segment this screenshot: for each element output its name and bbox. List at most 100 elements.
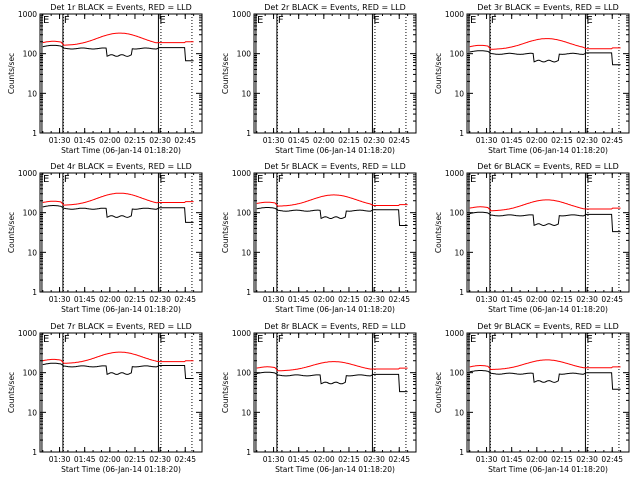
panel-title: Det 5r BLACK = Events, RED = LLD <box>264 162 406 171</box>
x-tick-label: 02:15 <box>551 295 573 304</box>
x-tick-label: 02:45 <box>388 295 410 304</box>
marker-label: E <box>159 174 165 185</box>
y-tick-label: 100 <box>450 50 465 59</box>
x-tick-label: 01:45 <box>501 295 523 304</box>
panel-det-4: Det 4r BLACK = Events, RED = LLD 1 10 100 10… <box>7 162 203 314</box>
marker-label: E <box>586 15 592 26</box>
y-tick-label: 10 <box>241 408 251 417</box>
x-tick-label: 02:30 <box>363 455 385 464</box>
marker-label: F <box>278 174 284 185</box>
y-axis-label: Counts/sec <box>7 212 16 253</box>
lld-series-line <box>42 192 194 206</box>
y-axis-label: Counts/sec <box>434 372 443 413</box>
y-axis-label: Counts/sec <box>221 53 230 94</box>
y-tick-label: 1000 <box>445 10 464 19</box>
y-axis-label: Counts/sec <box>434 53 443 94</box>
x-tick-label: 02:00 <box>526 295 548 304</box>
x-tick-label: 01:30 <box>476 136 498 145</box>
panel-det-9: Det 9r BLACK = Events, RED = LLD 1 10 100 10… <box>434 322 630 474</box>
marker-label: E <box>373 15 379 26</box>
marker-label: E <box>470 15 476 26</box>
x-axis-label: Start Time (06-Jan-14 01:18:20) <box>488 305 608 314</box>
panel-title: Det 6r BLACK = Events, RED = LLD <box>477 162 619 171</box>
x-tick-label: 01:30 <box>49 455 71 464</box>
marker-label: E <box>159 15 165 26</box>
y-tick-label: 1 <box>246 288 251 297</box>
events-series-line <box>469 370 621 390</box>
x-tick-label: 02:45 <box>388 136 410 145</box>
x-tick-label: 02:15 <box>338 136 360 145</box>
lld-series-line <box>256 194 408 207</box>
marker-label: E <box>373 174 379 185</box>
x-axis-label: Start Time (06-Jan-14 01:18:20) <box>488 465 608 474</box>
x-tick-label: 01:30 <box>476 295 498 304</box>
y-tick-label: 10 <box>241 89 251 98</box>
y-tick-label: 10 <box>241 248 251 257</box>
y-tick-label: 1000 <box>445 329 464 338</box>
panel-det-7: Det 7r BLACK = Events, RED = LLD 1 10 100 10… <box>7 322 203 474</box>
y-tick-label: 100 <box>450 369 465 378</box>
y-tick-label: 1 <box>32 129 37 138</box>
y-tick-label: 100 <box>450 209 465 218</box>
x-tick-label: 02:00 <box>526 455 548 464</box>
y-tick-label: 100 <box>237 50 252 59</box>
marker-label: E <box>43 334 49 345</box>
x-tick-label: 01:45 <box>74 295 96 304</box>
events-series-line <box>42 44 194 62</box>
marker-label: E <box>43 15 49 26</box>
panel-det-3: Det 3r BLACK = Events, RED = LLD 1 10 100 10… <box>434 3 630 155</box>
marker-label: E <box>586 174 592 185</box>
panel-title: Det 9r BLACK = Events, RED = LLD <box>477 322 619 331</box>
panel-title: Det 2r BLACK = Events, RED = LLD <box>264 3 406 12</box>
y-tick-label: 100 <box>23 209 38 218</box>
x-tick-label: 02:30 <box>576 295 598 304</box>
lld-series-line <box>469 38 621 50</box>
x-tick-label: 02:15 <box>124 295 146 304</box>
events-series-line <box>42 205 194 223</box>
marker-label: E <box>470 174 476 185</box>
x-tick-label: 01:30 <box>263 136 285 145</box>
y-tick-label: 1000 <box>18 10 37 19</box>
y-tick-label: 1 <box>246 448 251 457</box>
x-tick-label: 02:30 <box>576 136 598 145</box>
panel-title: Det 8r BLACK = Events, RED = LLD <box>264 322 406 331</box>
y-axis-label: Counts/sec <box>434 212 443 253</box>
lld-series-line <box>42 351 194 364</box>
x-tick-label: 01:45 <box>288 455 310 464</box>
panel-det-8: Det 8r BLACK = Events, RED = LLD 1 10 100 10… <box>221 322 417 474</box>
y-axis-label: Counts/sec <box>7 53 16 94</box>
x-tick-label: 02:00 <box>313 136 335 145</box>
x-tick-label: 01:30 <box>476 455 498 464</box>
marker-label: E <box>159 334 165 345</box>
y-tick-label: 10 <box>27 89 37 98</box>
x-tick-label: 02:00 <box>99 136 121 145</box>
plot-frame <box>466 13 630 134</box>
x-tick-label: 02:45 <box>601 136 623 145</box>
x-tick-label: 01:30 <box>49 295 71 304</box>
x-tick-label: 01:30 <box>49 136 71 145</box>
x-tick-label: 02:00 <box>313 295 335 304</box>
x-tick-label: 01:45 <box>74 136 96 145</box>
x-axis-label: Start Time (06-Jan-14 01:18:20) <box>61 146 181 155</box>
x-tick-label: 02:15 <box>124 455 146 464</box>
x-tick-label: 02:45 <box>174 136 196 145</box>
events-series-line <box>469 50 621 66</box>
events-series-line <box>469 211 621 233</box>
x-tick-label: 02:15 <box>124 136 146 145</box>
panel-title: Det 7r BLACK = Events, RED = LLD <box>50 322 192 331</box>
y-tick-label: 10 <box>27 408 37 417</box>
x-tick-label: 02:45 <box>601 455 623 464</box>
x-tick-label: 01:30 <box>263 455 285 464</box>
lld-series-line <box>469 359 621 370</box>
x-tick-label: 02:30 <box>576 455 598 464</box>
x-tick-label: 02:30 <box>363 295 385 304</box>
x-tick-label: 02:45 <box>388 455 410 464</box>
x-tick-label: 02:45 <box>174 455 196 464</box>
y-axis-label: Counts/sec <box>221 212 230 253</box>
x-axis-label: Start Time (06-Jan-14 01:18:20) <box>488 146 608 155</box>
marker-label: E <box>373 334 379 345</box>
plot-frame <box>466 332 630 453</box>
x-tick-label: 02:15 <box>551 455 573 464</box>
y-tick-label: 1000 <box>232 169 251 178</box>
x-axis-label: Start Time (06-Jan-14 01:18:20) <box>61 465 181 474</box>
